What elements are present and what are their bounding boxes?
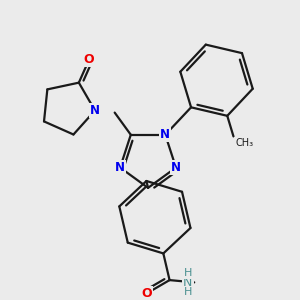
Text: N: N	[90, 104, 100, 117]
Text: H: H	[184, 287, 192, 297]
Text: CH₃: CH₃	[236, 138, 253, 148]
Text: O: O	[84, 53, 94, 66]
Text: N: N	[160, 128, 170, 141]
Text: N: N	[115, 161, 125, 174]
Text: N: N	[183, 276, 192, 289]
Text: N: N	[171, 161, 181, 174]
Text: O: O	[141, 287, 152, 300]
Text: H: H	[184, 268, 192, 278]
